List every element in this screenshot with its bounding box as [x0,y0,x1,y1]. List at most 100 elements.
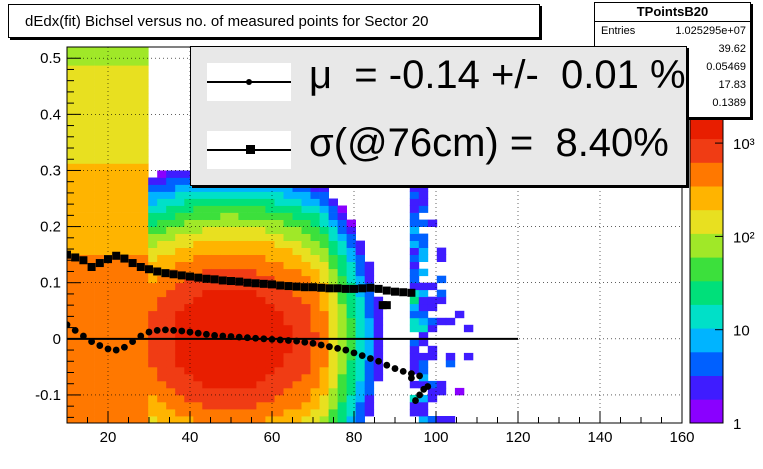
heatmap-cell [274,387,284,396]
heatmap-cell [346,359,356,368]
heatmap-cell [76,65,86,73]
heatmap-cell [121,65,131,73]
heatmap-cell [211,338,221,347]
heatmap-cell [121,380,131,389]
heatmap-cell [94,409,104,417]
y-tick-label: 0.5 [40,50,61,67]
heatmap-cell [265,324,275,333]
heatmap-cell [445,359,456,368]
heatmap-cell [319,387,329,396]
heatmap-cell [238,409,248,417]
heatmap-cell [301,219,311,227]
heatmap-cell [337,247,347,255]
heatmap-cell [310,373,320,382]
heatmap-cell [157,191,167,199]
data-point-circle [104,345,112,353]
heatmap-cell [103,317,113,326]
heatmap-cell [238,261,248,270]
heatmap-cell [157,289,167,298]
heatmap-cell [139,233,149,241]
heatmap-cell [130,275,140,284]
heatmap-cell [103,47,113,52]
data-point-circle [121,343,128,351]
heatmap-cell [76,387,86,396]
data-point-square [276,281,285,290]
heatmap-cell [220,268,230,277]
heatmap-cell [256,205,266,213]
heatmap-cell [346,317,356,326]
heatmap-cell [85,247,95,255]
heatmap-cell [112,289,122,298]
x-tick-label: 120 [505,429,530,446]
heatmap-cell [85,142,95,150]
heatmap-cell [76,261,86,270]
heatmap-cell [409,402,420,410]
heatmap-cell [310,240,320,248]
heatmap-cell [220,226,230,234]
heatmap-cell [76,198,86,206]
heatmap-cell [112,177,122,185]
heatmap-cell [184,198,194,206]
heatmap-cell [319,261,329,270]
heatmap-cell [94,394,104,403]
heatmap-cell [292,380,302,389]
heatmap-cell [256,268,266,277]
data-point-square [309,283,317,292]
heatmap-cell [283,387,293,396]
heatmap-cell [373,345,384,354]
heatmap-cell [193,310,203,319]
heatmap-cell [175,296,185,305]
heatmap-cell [148,303,158,312]
heatmap-cell [202,282,212,291]
data-point-square [210,275,219,284]
heatmap-cell [319,324,329,333]
heatmap-cell [184,219,194,227]
heatmap-cell [121,240,131,248]
heatmap-cell [418,233,429,241]
heatmap-cell [337,268,347,277]
heatmap-cell [94,170,104,178]
heatmap-cell [436,317,447,326]
heatmap-cell [139,352,149,361]
heatmap-cell [346,261,356,270]
heatmap-cell [265,275,275,284]
heatmap-cell [220,338,230,347]
heatmap-cell [409,240,420,248]
heatmap-cell [67,394,77,403]
heatmap-cell [157,373,167,382]
heatmap-cell [139,219,149,227]
heatmap-cell [139,163,149,171]
data-point-square [227,277,235,286]
heatmap-cell [220,352,230,361]
heatmap-cell [301,345,311,354]
heatmap-cell [283,394,293,403]
heatmap-cell [247,416,257,423]
heatmap-cell [427,380,438,389]
heatmap-cell [94,142,104,150]
heatmap-cell [76,86,86,94]
heatmap-cell [337,402,347,410]
data-point-circle [383,361,391,369]
heatmap-cell [112,65,122,73]
heatmap-cell [85,107,95,115]
heatmap-cell [112,366,122,375]
heatmap-cell [175,247,185,255]
heatmap-cell [247,261,257,270]
heatmap-cell [418,402,429,410]
heatmap-cell [184,324,194,333]
data-point-circle [145,328,153,336]
heatmap-cell [85,135,95,143]
heatmap-cell [256,380,266,389]
data-point-square [186,272,194,281]
heatmap-cell [211,205,221,213]
heatmap-cell [220,324,230,333]
heatmap-cell [103,86,113,94]
heatmap-cell [148,387,158,396]
heatmap-cell [283,184,293,192]
heatmap-cell [319,296,329,305]
heatmap-cell [274,303,284,312]
heatmap-cell [130,254,140,262]
heatmap-cell [229,338,239,347]
heatmap-cell [85,373,95,382]
heatmap-cell [283,233,293,241]
